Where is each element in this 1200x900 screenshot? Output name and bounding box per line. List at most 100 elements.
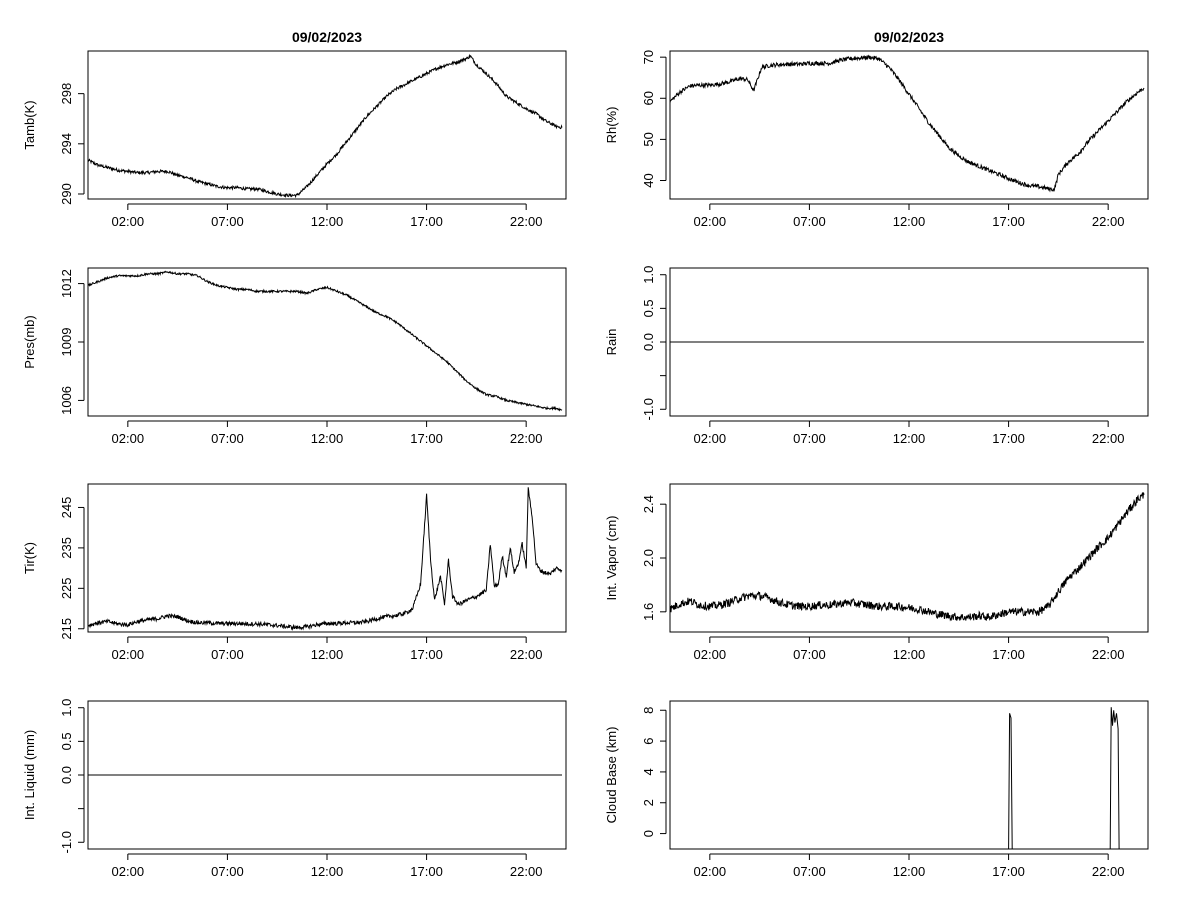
plot-frame	[669, 483, 1149, 633]
y-axis: 0 2 4 6 8	[641, 707, 667, 837]
plot-frame	[669, 50, 1149, 200]
x-axis: 02:00 07:00 12:00 17:00 22:00	[694, 420, 1125, 446]
panel-title: 09/02/2023	[292, 29, 362, 45]
y-tick-label: 235	[59, 537, 74, 559]
y-tick-label: 50	[641, 132, 656, 146]
x-axis: 02:00 07:00 12:00 17:00 22:00	[694, 636, 1125, 662]
y-tick-label: 60	[641, 91, 656, 105]
y-axis: 1.6 2.0 2.4	[641, 495, 667, 621]
y-axis: -1.0 0.0 0.5 1.0	[59, 699, 85, 853]
x-tick-label: 02:00	[112, 214, 145, 229]
x-tick-label: 17:00	[992, 864, 1025, 879]
y-axis-label: Tamb(K)	[22, 100, 37, 149]
y-tick-label: 290	[59, 183, 74, 205]
x-tick-label: 22:00	[1092, 431, 1125, 446]
x-tick-label: 17:00	[410, 864, 443, 879]
panel-int-liquid: Int. Liquid (mm) 02:00 07:00 12:00 17:00 22:…	[22, 699, 567, 879]
y-axis-label: Cloud Base (km)	[604, 727, 619, 824]
x-tick-label: 22:00	[510, 864, 543, 879]
x-axis: 02:00 07:00 12:00 17:00 22:00	[112, 420, 542, 446]
series-line	[87, 487, 563, 631]
y-tick-label: 70	[641, 50, 656, 64]
y-tick-label: 1009	[59, 328, 74, 357]
x-tick-label: 07:00	[793, 864, 826, 879]
plot-frame	[87, 483, 567, 633]
x-tick-label: 12:00	[893, 864, 926, 879]
x-tick-label: 17:00	[992, 431, 1025, 446]
x-tick-label: 12:00	[893, 214, 926, 229]
y-tick-label: 2	[641, 799, 656, 806]
y-axis-label: Pres(mb)	[22, 315, 37, 368]
panel-rain: Rain 02:00 07:00 12:00 17:00 22:00 -1.0 0.0 0.…	[604, 266, 1149, 446]
x-tick-label: 07:00	[793, 647, 826, 662]
x-tick-label: 17:00	[410, 214, 443, 229]
series-layer	[87, 270, 563, 412]
x-tick-label: 07:00	[793, 214, 826, 229]
y-axis-label: Tir(K)	[22, 542, 37, 574]
y-tick-label: 294	[59, 133, 74, 155]
y-tick-label: 40	[641, 173, 656, 187]
y-axis: 215 225 235 245	[59, 497, 85, 640]
plot-frame	[87, 267, 567, 417]
x-tick-label: 02:00	[694, 431, 727, 446]
x-tick-label: 22:00	[510, 214, 543, 229]
series-layer	[87, 53, 563, 199]
x-axis: 02:00 07:00 12:00 17:00 22:00	[694, 853, 1124, 879]
series-layer	[669, 54, 1145, 193]
x-tick-label: 12:00	[311, 864, 344, 879]
y-axis-label: Rain	[604, 329, 619, 356]
series-layer	[670, 707, 1144, 850]
y-tick-label: 1.6	[641, 603, 656, 621]
x-tick-label: 12:00	[893, 647, 926, 662]
y-tick-label: 2.0	[641, 549, 656, 567]
series-layer	[87, 487, 563, 631]
x-tick-label: 07:00	[211, 431, 244, 446]
x-tick-label: 12:00	[893, 431, 926, 446]
x-tick-label: 02:00	[694, 864, 727, 879]
x-tick-label: 12:00	[311, 431, 344, 446]
x-axis: 02:00 07:00 12:00 17:00 22:00	[112, 636, 542, 662]
x-tick-label: 07:00	[211, 214, 244, 229]
y-tick-label: 225	[59, 577, 74, 599]
x-tick-label: 17:00	[410, 647, 443, 662]
panel-cloud-base: Cloud Base (km) 02:00 07:00 12:00 17:00 22:0…	[604, 700, 1149, 879]
x-tick-label: 02:00	[694, 214, 727, 229]
x-tick-label: 22:00	[1092, 647, 1125, 662]
y-tick-label: 2.4	[641, 495, 656, 513]
x-tick-label: 12:00	[311, 647, 344, 662]
panel-pres: Pres(mb) 02:00 07:00 12:00 17:00 22:00 10061…	[22, 267, 567, 446]
x-tick-label: 07:00	[793, 431, 826, 446]
y-tick-label: 245	[59, 497, 74, 519]
y-axis-label: Int. Liquid (mm)	[22, 730, 37, 820]
y-tick-label: 1.0	[59, 699, 74, 717]
series-line	[669, 492, 1145, 622]
x-axis: 02:00 07:00 12:00 17:00 22:00	[694, 203, 1125, 229]
y-tick-label: 0	[641, 830, 656, 837]
y-tick-label: 1012	[59, 269, 74, 298]
y-tick-label: 1.0	[641, 266, 656, 284]
series-layer	[669, 492, 1145, 622]
plot-frame	[669, 700, 1149, 850]
panel-int-vapor: Int. Vapor (cm) 02:00 07:00 12:00 17:00 22:0…	[604, 483, 1149, 662]
y-axis: -1.0 0.0 0.5 1.0	[641, 266, 667, 420]
x-tick-label: 12:00	[311, 214, 344, 229]
y-tick-label: 4	[641, 768, 656, 775]
x-tick-label: 22:00	[1092, 214, 1125, 229]
panel-tamb: 09/02/2023 Tamb(K) 02:00 07:00 12:00 17:00 2…	[22, 29, 567, 229]
y-tick-label: -1.0	[641, 398, 656, 420]
y-tick-label: -1.0	[59, 831, 74, 853]
y-axis-label: Rh(%)	[604, 107, 619, 144]
y-tick-label: 0.5	[59, 732, 74, 750]
y-tick-label: 298	[59, 83, 74, 105]
y-axis: 290 294 298	[59, 83, 85, 205]
x-tick-label: 02:00	[112, 431, 145, 446]
y-tick-label: 0.0	[59, 766, 74, 784]
series-line	[87, 270, 563, 412]
x-axis: 02:00 07:00 12:00 17:00 22:00	[112, 203, 543, 229]
x-tick-label: 02:00	[112, 864, 145, 879]
x-tick-label: 07:00	[211, 647, 244, 662]
x-tick-label: 17:00	[992, 214, 1025, 229]
x-tick-label: 07:00	[211, 864, 244, 879]
x-axis: 02:00 07:00 12:00 17:00 22:00	[112, 853, 543, 879]
